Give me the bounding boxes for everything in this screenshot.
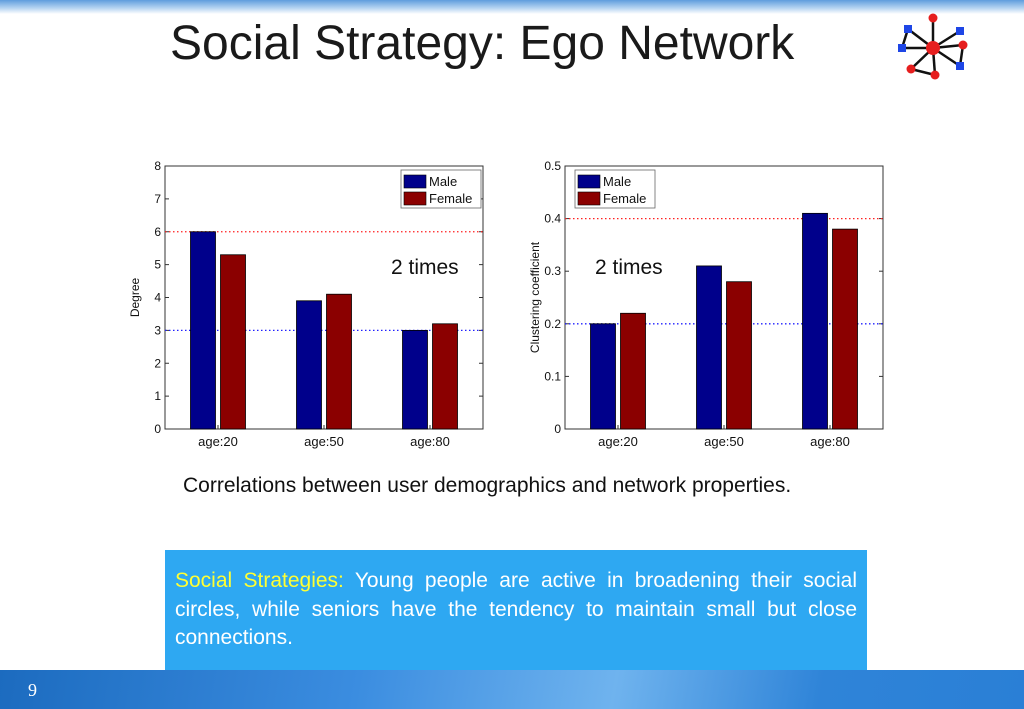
y-axis-label: Degree: [128, 277, 142, 317]
bar-male: [402, 329, 428, 430]
x-tick-label: age:80: [410, 434, 450, 449]
legend-label-female: Female: [429, 191, 472, 206]
y-tick-label: 0.3: [544, 264, 561, 278]
x-tick-label: age:80: [810, 434, 850, 449]
legend-swatch-female: [403, 191, 427, 206]
bar-female: [832, 228, 858, 430]
legend-swatch-male: [403, 174, 427, 189]
figure-caption: Correlations between user demographics a…: [183, 474, 792, 497]
bar-female: [326, 293, 352, 430]
bottom-decorative-band: [0, 670, 1024, 709]
degree-bar-chart: 0 1 2 3 4 5 6 7 8 age:20 age:50 age:80 Degree Male Fem…: [125, 150, 525, 460]
top-decorative-band: [0, 0, 1024, 14]
y-tick-label: 8: [154, 159, 161, 173]
bar-female: [726, 281, 752, 430]
network-graph-icon: [898, 13, 968, 80]
callout-text: Social Strategies: Young people are acti…: [175, 567, 857, 653]
y-tick-label: 7: [154, 192, 161, 206]
social-strategies-callout: Social Strategies: Young people are acti…: [165, 550, 867, 670]
bar-female: [432, 323, 458, 430]
x-tick-label: age:20: [598, 434, 638, 449]
y-tick-label: 2: [154, 356, 161, 370]
chart-svg-0: 0 1 2 3 4 5 6 7 8 age:20 age:50 age:80 Degree Male Fem…: [128, 159, 484, 449]
callout-body: Young people are active in broadening th…: [175, 569, 857, 649]
plot-area: [564, 165, 884, 430]
y-tick-label: 0.4: [544, 212, 561, 226]
x-tick-label: age:20: [198, 434, 238, 449]
plot-area: [164, 165, 484, 430]
x-tick-label: age:50: [704, 434, 744, 449]
y-tick-label: 0: [154, 422, 161, 436]
y-axis-label: Clustering coefficient: [528, 241, 542, 353]
bar-male: [590, 323, 616, 430]
bar-female: [620, 312, 646, 430]
callout-label: Social Strategies:: [175, 569, 344, 592]
annotation-text: 2 times: [595, 256, 663, 279]
y-tick-label: 3: [154, 323, 161, 337]
bar-male: [696, 265, 722, 430]
clustering-coefficient-bar-chart: 0 0.1 0.2 0.3 0.4 0.5 age:20 age:50 age:80 Cluste…: [525, 150, 925, 460]
x-tick-label: age:50: [304, 434, 344, 449]
y-tick-label: 1: [154, 389, 161, 403]
legend-swatch-female: [577, 191, 601, 206]
y-tick-label: 5: [154, 258, 161, 272]
y-tick-label: 6: [154, 225, 161, 239]
annotation-text: 2 times: [391, 256, 459, 279]
y-tick-label: 0.2: [544, 317, 561, 331]
legend-swatch-male: [577, 174, 601, 189]
legend-label-female: Female: [603, 191, 646, 206]
bar-male: [296, 300, 322, 430]
bar-male: [802, 212, 828, 430]
chart-svg-1: 0 0.1 0.2 0.3 0.4 0.5 age:20 age:50 age:80 Cluste…: [528, 159, 884, 449]
y-tick-label: 4: [154, 291, 161, 305]
bar-female: [220, 254, 246, 430]
slide-title: Social Strategy: Ego Network: [170, 17, 795, 70]
legend-label-male: Male: [429, 174, 457, 189]
y-tick-label: 0: [554, 422, 561, 436]
legend-label-male: Male: [603, 174, 631, 189]
y-tick-label: 0.1: [544, 369, 561, 383]
page-number: 9: [28, 680, 37, 700]
y-tick-label: 0.5: [544, 159, 561, 173]
bar-male: [190, 231, 216, 430]
